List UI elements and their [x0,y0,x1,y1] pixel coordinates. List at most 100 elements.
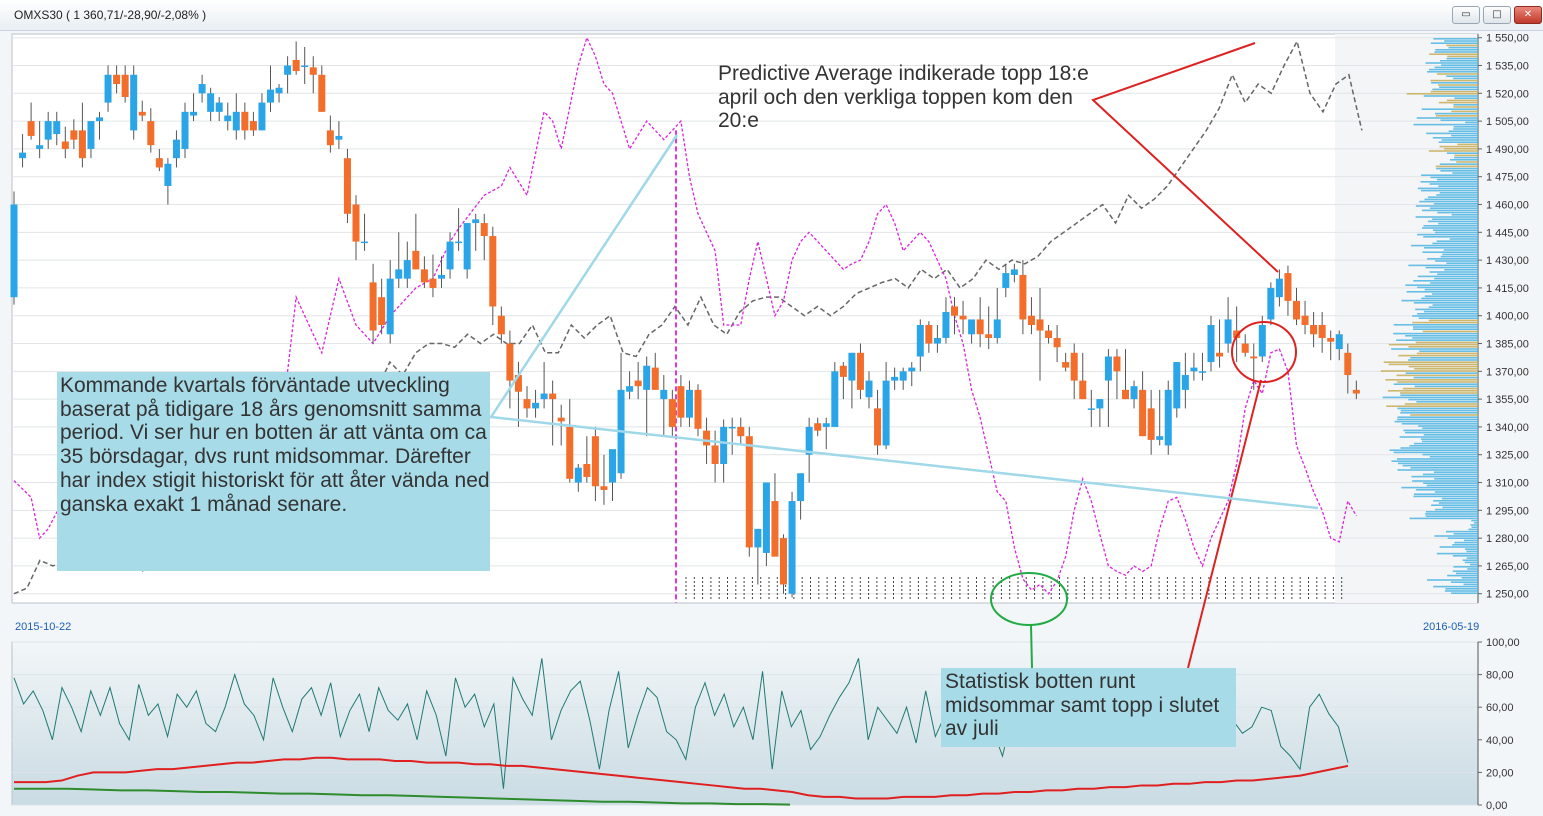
candle-body [1233,330,1241,338]
candle-body [1036,319,1044,331]
volume-profile-bar [1428,319,1478,322]
candle-body [805,426,813,455]
volume-profile-bar [1454,154,1478,157]
candle-body [1207,324,1215,363]
volume-profile-bar [1447,537,1478,539]
volume-profile-bar [1432,304,1478,306]
volume-profile-bar [1396,339,1478,341]
volume-profile-bar [1397,469,1478,471]
volume-profile-bar [1438,84,1478,86]
candle-body [720,426,728,464]
volume-profile-bar [1427,579,1478,581]
volume-profile-bar [1469,563,1478,566]
candle-body [865,380,873,398]
minimize-icon[interactable]: ▭ [1452,6,1480,24]
candle-body [19,152,27,159]
candle-body [660,389,668,400]
candle-body [190,111,198,116]
volume-profile-bar [1420,189,1478,192]
volume-profile-bar [1393,332,1478,335]
candle-body [429,278,437,288]
candle-body [207,93,215,112]
volume-profile-bar [1453,126,1478,128]
candle-body [352,204,360,242]
candle-body [1241,343,1249,353]
candle-body [275,87,283,94]
candle-body [1027,315,1035,325]
volume-profile-bar [1434,535,1478,537]
volume-profile-bar [1425,62,1478,64]
volume-profile-bar [1435,165,1478,168]
candle-body [181,111,189,149]
candle-body [566,426,574,479]
volume-profile-bar [1430,90,1478,93]
volume-profile-bar [1449,238,1478,240]
osc-y-tick-label: 80,00 [1486,670,1514,682]
volume-profile-bar [1474,522,1478,524]
candle-body [284,65,292,75]
candle-body [446,241,454,270]
candle-body [1062,362,1070,368]
volume-profile-bar [1464,548,1478,550]
candle-body [249,121,257,131]
volume-profile-bar [1414,368,1478,370]
volume-profile-bar [1397,462,1478,465]
volume-profile-bar [1401,423,1478,425]
volume-profile-bar [1397,418,1478,421]
y-tick-label: 1 400,00 [1486,311,1529,323]
candle-body [908,367,916,372]
volume-profile-bar [1440,119,1478,121]
candle-body [44,121,52,140]
volume-profile-bar [1436,73,1478,75]
close-icon[interactable]: ✕ [1514,6,1542,24]
volume-profile-bar [1437,273,1478,275]
candle-body [1275,278,1283,298]
volume-profile-bar [1400,447,1478,449]
candle-body [848,352,856,381]
candle-body [10,204,18,298]
candle-body [147,121,155,146]
volume-profile-bar [1406,291,1478,293]
candle-body [745,436,753,548]
candle-body [309,67,317,75]
volume-profile-bar [1400,392,1478,394]
volume-profile-bar [1448,46,1478,49]
candle-body [1335,334,1343,350]
y-tick-label: 1 310,00 [1486,478,1529,490]
volume-profile-bar [1456,161,1478,163]
candle-body [1122,389,1129,400]
candle-body [1104,356,1112,381]
volume-profile-bar [1425,511,1478,513]
volume-profile-bar [1442,506,1478,509]
volume-profile-bar [1434,66,1478,69]
volume-profile-bar [1440,255,1478,258]
volume-profile-bar [1446,75,1478,77]
volume-profile-bar [1430,176,1478,179]
volume-profile-bar [1391,460,1478,462]
volume-profile-bar [1451,110,1478,113]
candle-body [78,130,86,159]
volume-profile-bar [1408,365,1478,368]
candle-body [694,389,702,429]
volume-profile-bar [1383,361,1478,363]
volume-profile-bar [1421,297,1478,300]
candle-body [463,223,471,270]
volume-profile-bar [1413,442,1478,445]
volume-profile-bar [1412,321,1478,324]
candle-body [1250,356,1258,359]
volume-profile-bar [1402,387,1478,390]
volume-profile-bar [1420,438,1478,440]
candle-body [677,386,685,418]
candle-body [164,163,172,186]
volume-profile-bar [1462,559,1478,561]
candle-body [549,393,557,400]
volume-profile-bar [1450,581,1478,583]
candle-body [925,324,933,344]
forecast-lines [488,134,1319,510]
candle-body [626,386,634,392]
volume-profile-bar [1428,150,1478,152]
restore-icon[interactable]: □ [1483,6,1511,24]
x-start-label: 2015-10-22 [15,621,71,633]
candle-body [882,380,890,446]
volume-profile-bar [1418,317,1478,319]
